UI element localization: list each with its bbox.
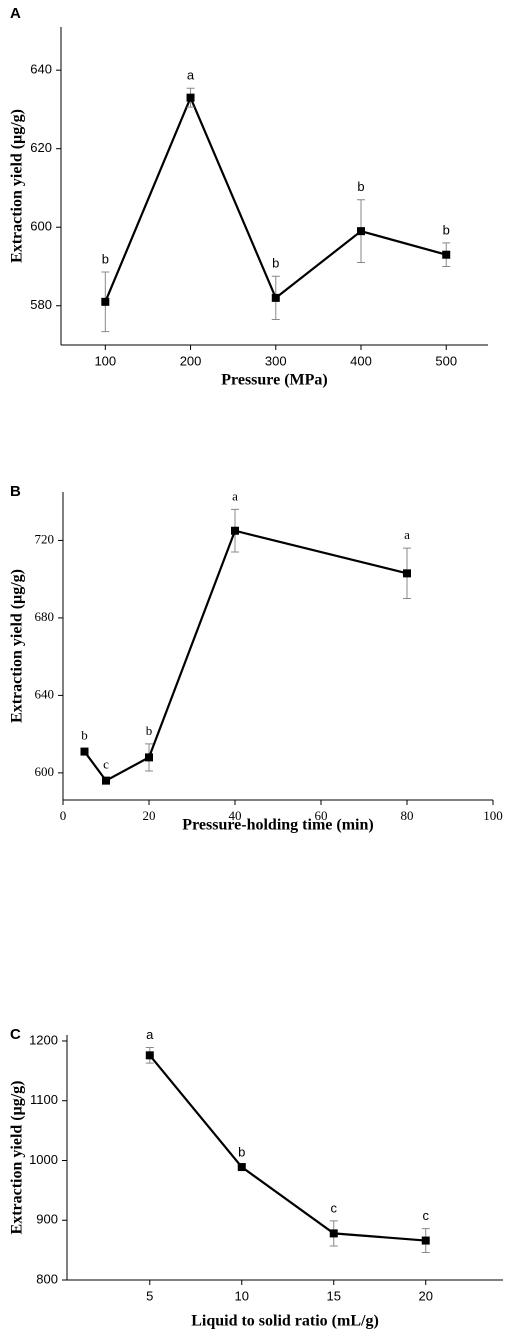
- x-tick-label: 5: [146, 1288, 153, 1303]
- x-tick-label: 15: [327, 1288, 341, 1303]
- x-tick-label: 80: [401, 808, 414, 823]
- y-tick-label: 620: [30, 140, 52, 155]
- y-tick-label: 640: [30, 62, 52, 77]
- data-point: [357, 227, 366, 236]
- data-point: [231, 526, 239, 535]
- significance-letter: b: [146, 723, 153, 738]
- y-tick-label: 580: [30, 297, 52, 312]
- y-tick-label: 1200: [29, 1032, 58, 1047]
- y-tick-label: 680: [35, 609, 55, 624]
- panel-label: B: [10, 483, 21, 500]
- y-tick-label: 640: [35, 686, 55, 701]
- data-point: [186, 93, 195, 102]
- x-tick-label: 60: [315, 808, 328, 823]
- significance-letter: b: [102, 251, 109, 266]
- y-axis-title: Extraction yield (μg/g): [9, 569, 26, 723]
- significance-letter: c: [422, 1208, 429, 1223]
- x-tick-label: 20: [418, 1288, 432, 1303]
- y-tick-label: 800: [36, 1271, 58, 1286]
- x-tick-label: 10: [235, 1288, 249, 1303]
- significance-letter: a: [404, 527, 410, 542]
- y-axis-title: Extraction yield (μg/g): [9, 109, 26, 263]
- x-tick-label: 400: [350, 353, 372, 368]
- data-point: [80, 747, 89, 756]
- significance-letter: b: [357, 179, 364, 194]
- y-tick-label: 600: [35, 764, 55, 779]
- significance-letter: c: [331, 1200, 338, 1215]
- significance-letter: b: [238, 1145, 245, 1160]
- x-tick-label: 20: [143, 808, 156, 823]
- data-point: [101, 297, 110, 306]
- y-axis-title: Extraction yield (μg/g): [9, 1081, 26, 1235]
- x-tick-label: 500: [435, 353, 457, 368]
- data-point: [271, 293, 280, 302]
- x-tick-label: 100: [94, 353, 116, 368]
- data-point: [403, 569, 411, 578]
- data-line: [104, 94, 447, 303]
- significance-letter: b: [272, 256, 279, 271]
- significance-letter: a: [232, 488, 238, 503]
- data-point: [329, 1229, 338, 1238]
- y-tick-label: 1000: [29, 1152, 58, 1167]
- x-tick-label: 200: [180, 353, 202, 368]
- y-tick-label: 1100: [30, 1092, 58, 1107]
- x-axis-title: Liquid to solid ratio (mL/g): [191, 1313, 379, 1330]
- data-point: [442, 250, 451, 259]
- x-tick-label: 40: [229, 808, 242, 823]
- panel-label: A: [10, 5, 21, 22]
- significance-letter: b: [443, 222, 450, 237]
- data-point: [145, 1051, 154, 1060]
- x-tick-label: 100: [483, 808, 503, 823]
- data-point: [145, 753, 153, 762]
- y-tick-label: 900: [36, 1212, 58, 1227]
- data-point: [102, 776, 110, 785]
- significance-letter: b: [81, 728, 88, 743]
- data-line: [148, 1054, 426, 1242]
- significance-letter: a: [146, 1027, 154, 1042]
- significance-letter: a: [187, 68, 195, 83]
- panel: B 600 640 680 720 0 20 40 60 80 100 Pressure-holdin…: [9, 483, 503, 834]
- data-line: [83, 529, 408, 783]
- x-axis-title: Pressure-holding time (min): [182, 817, 373, 834]
- x-tick-label: 0: [60, 808, 67, 823]
- panel: C 800 900 1000 1100 1200 5 10 15 20 Liquid to soli…: [9, 1026, 503, 1330]
- x-tick-label: 300: [265, 353, 287, 368]
- y-tick-label: 600: [30, 219, 52, 234]
- data-point: [237, 1163, 246, 1172]
- y-tick-label: 720: [35, 531, 55, 546]
- x-axis-title: Pressure (MPa): [221, 372, 327, 389]
- significance-letter: c: [103, 757, 109, 772]
- data-point: [421, 1236, 430, 1245]
- panel: A 580 600 620 640 100 200 300 400 500 Pressure (MP…: [9, 5, 488, 389]
- panel-label: C: [10, 1026, 21, 1043]
